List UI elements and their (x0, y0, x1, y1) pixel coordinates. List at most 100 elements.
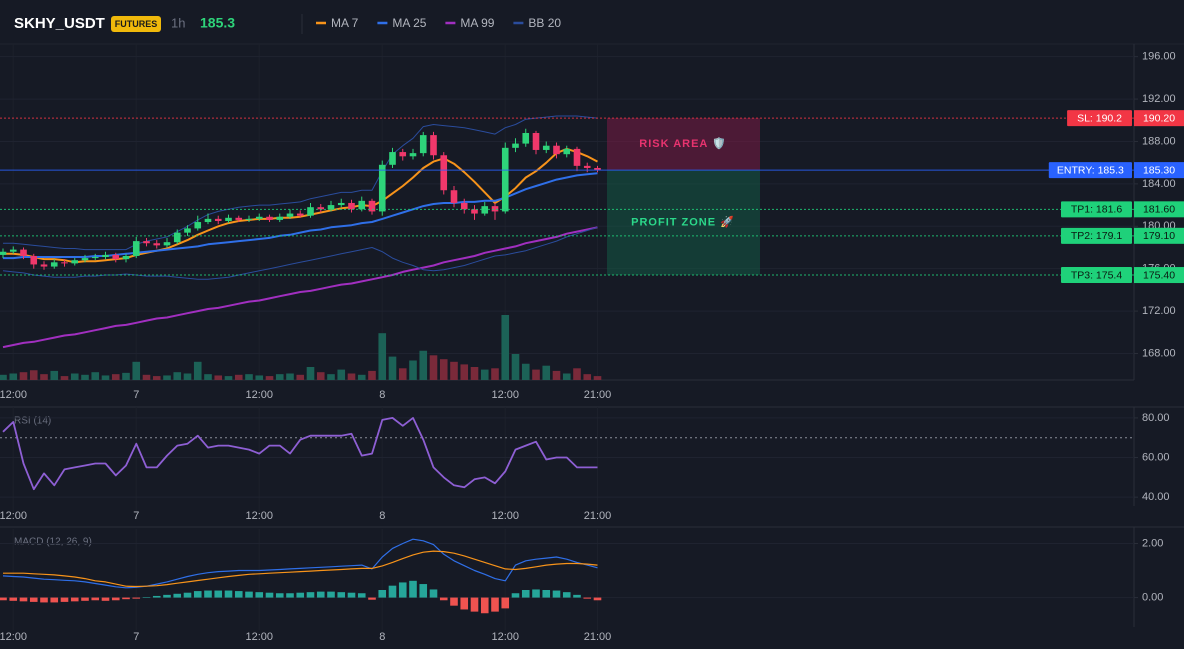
price-tag (1134, 110, 1184, 127)
histogram-bar (542, 590, 551, 598)
histogram-bar (142, 597, 151, 598)
volume-bar (70, 373, 79, 380)
volume-bar (101, 375, 110, 380)
candle-body (266, 216, 273, 220)
ma-line (3, 172, 598, 260)
ma-line (2, 226, 598, 349)
volume-bar (132, 361, 141, 380)
volume-bar (50, 370, 59, 380)
volume-bar (193, 361, 202, 380)
zone (607, 118, 760, 171)
volume-bar (286, 373, 294, 380)
candle-body (225, 217, 232, 221)
volume-bar (183, 373, 192, 380)
x-tick-label: 8 (379, 510, 385, 522)
volume-bar (214, 375, 223, 380)
volume-bar (368, 370, 376, 380)
level-name: TP1: 181.6 (1071, 204, 1123, 216)
candle-body (286, 213, 294, 217)
x-tick-label: 7 (133, 389, 139, 401)
histogram-bar (60, 597, 69, 602)
rsi-line (2, 417, 598, 491)
histogram-bar (193, 591, 202, 598)
volume-bar (111, 374, 120, 380)
candle-body (235, 217, 243, 220)
candle-body (532, 132, 540, 150)
histogram-bar (111, 597, 120, 601)
candle-body (460, 202, 468, 210)
y-tick-label: 60.00 (1142, 451, 1170, 463)
macd-line (3, 550, 598, 588)
level-tag (1048, 162, 1132, 179)
volume-bar (552, 370, 561, 380)
candle-body (409, 153, 417, 157)
volume-bar (296, 374, 305, 380)
histogram-bar (398, 582, 407, 598)
histogram-bar (224, 590, 233, 598)
volume-bar (337, 369, 346, 380)
candle-body (61, 262, 68, 264)
histogram-bar (583, 597, 592, 599)
histogram-bar (470, 597, 479, 612)
volume-bar (173, 372, 182, 380)
volume-bar (491, 368, 499, 380)
level-tag (1061, 267, 1132, 284)
y-tick-label: 168.00 (1142, 347, 1176, 359)
candle-body (194, 222, 202, 229)
volume-bar (234, 374, 243, 380)
volume-bar (29, 370, 38, 380)
x-tick-label: 8 (379, 389, 385, 401)
candle-body (20, 249, 27, 256)
histogram-bar (357, 593, 366, 598)
volume-bar (224, 376, 233, 380)
candle-body (214, 218, 222, 221)
volume-bar (511, 354, 520, 380)
x-tick-label: 12:00 (0, 389, 27, 401)
volume-bar (265, 376, 274, 380)
candle-body (512, 143, 519, 148)
candle-body (81, 258, 89, 261)
volume-bar (9, 373, 18, 380)
candle-body (594, 167, 601, 171)
candle-body (471, 209, 478, 214)
symbol: SKHY_USDT (14, 15, 105, 32)
rsi-title: RSI (14) (14, 416, 51, 427)
candle-body (9, 249, 17, 252)
price-tag (1134, 267, 1184, 284)
level-name: SL: 190.2 (1077, 112, 1122, 124)
level-name: TP3: 175.4 (1071, 269, 1123, 281)
volume-bar (40, 374, 48, 380)
price-tag (1134, 162, 1184, 179)
volume-bar (142, 374, 151, 380)
volume-bar (91, 372, 100, 380)
histogram-bar (419, 584, 428, 598)
histogram-bar (327, 591, 335, 598)
x-tick-label: 7 (133, 631, 139, 643)
volume-bar (542, 365, 551, 380)
histogram-bar (511, 593, 520, 598)
badge-bg (111, 16, 161, 32)
histogram-bar (81, 597, 89, 601)
histogram-bar (521, 590, 530, 598)
volume-bar (275, 374, 284, 380)
histogram-bar (0, 597, 7, 601)
histogram-bar (337, 592, 346, 598)
legend-label: MA 25 (392, 16, 426, 30)
candle-body (583, 165, 591, 168)
level-name: TP2: 179.1 (1071, 230, 1123, 242)
histogram-bar (378, 590, 387, 598)
x-tick-label: 12:00 (491, 510, 519, 522)
x-tick-label: 12:00 (491, 389, 519, 401)
legend-label: MA 99 (460, 16, 494, 30)
histogram-bar (255, 592, 264, 598)
x-tick-label: 8 (379, 631, 385, 643)
volume-bar (593, 376, 602, 380)
x-tick-label: 12:00 (0, 631, 27, 643)
level-tag (1067, 110, 1132, 127)
volume-bar (583, 374, 592, 380)
candle-body (143, 241, 150, 244)
volume-bar (347, 373, 356, 380)
histogram-bar (275, 593, 284, 598)
candle-body (153, 243, 161, 246)
